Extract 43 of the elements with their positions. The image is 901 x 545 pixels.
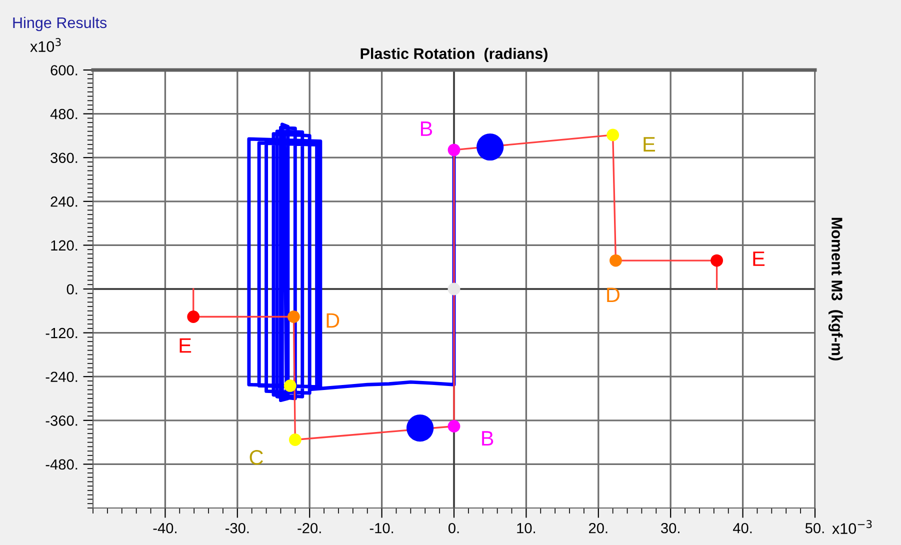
y-tick-label: 240. <box>50 196 78 207</box>
annotation: B <box>420 122 432 136</box>
annotation: D <box>607 288 620 302</box>
x-tick-label: 10. <box>517 522 536 534</box>
point <box>187 310 200 323</box>
point <box>448 144 460 156</box>
x-tick-label: 0. <box>448 522 459 534</box>
y-tick-label: 480. <box>50 108 78 120</box>
point <box>284 380 296 392</box>
y-axis-title: Moment M3 (kgf-m) <box>828 218 843 360</box>
x-tick-label: -10. <box>370 522 394 534</box>
annotation: E <box>753 252 765 266</box>
x-tick-label: -20. <box>298 522 321 534</box>
annotation: C <box>250 450 263 465</box>
point <box>288 434 302 446</box>
point <box>448 282 460 296</box>
point <box>288 310 300 323</box>
x-tick-label: 20. <box>589 522 608 534</box>
x-tick-label: -40. <box>153 522 176 534</box>
x-tick-label: 30. <box>661 522 680 534</box>
x-tick-label: -30. <box>225 522 249 534</box>
annotation: D <box>326 313 340 328</box>
y-tick-label: 360. <box>50 152 78 164</box>
point <box>606 128 620 142</box>
text: x10$^{−3}$ <box>832 520 872 534</box>
y-tick-label: 600. <box>50 65 78 76</box>
y-tick-label: -480. <box>46 459 78 470</box>
x-tick-label: 40. <box>733 522 752 534</box>
y-tick-label: 120. <box>51 240 78 251</box>
x-axis-title: Plastic Rotation (radians) <box>360 48 548 62</box>
chart-title: Hinge Results <box>13 16 107 32</box>
text: x10$^{3}$ <box>30 38 61 52</box>
y-tick-label: -240. <box>46 372 78 382</box>
y-tick-label: -120. <box>46 328 78 338</box>
annotation: E <box>180 338 192 353</box>
point <box>710 254 724 267</box>
x-tick-label: 50. <box>805 522 824 534</box>
point <box>448 420 460 432</box>
annotation: E <box>644 137 656 152</box>
point <box>610 254 622 267</box>
annotation: B <box>482 431 494 446</box>
y-tick-label: 0. <box>66 284 78 294</box>
y-tick-label: -360. <box>46 416 78 426</box>
